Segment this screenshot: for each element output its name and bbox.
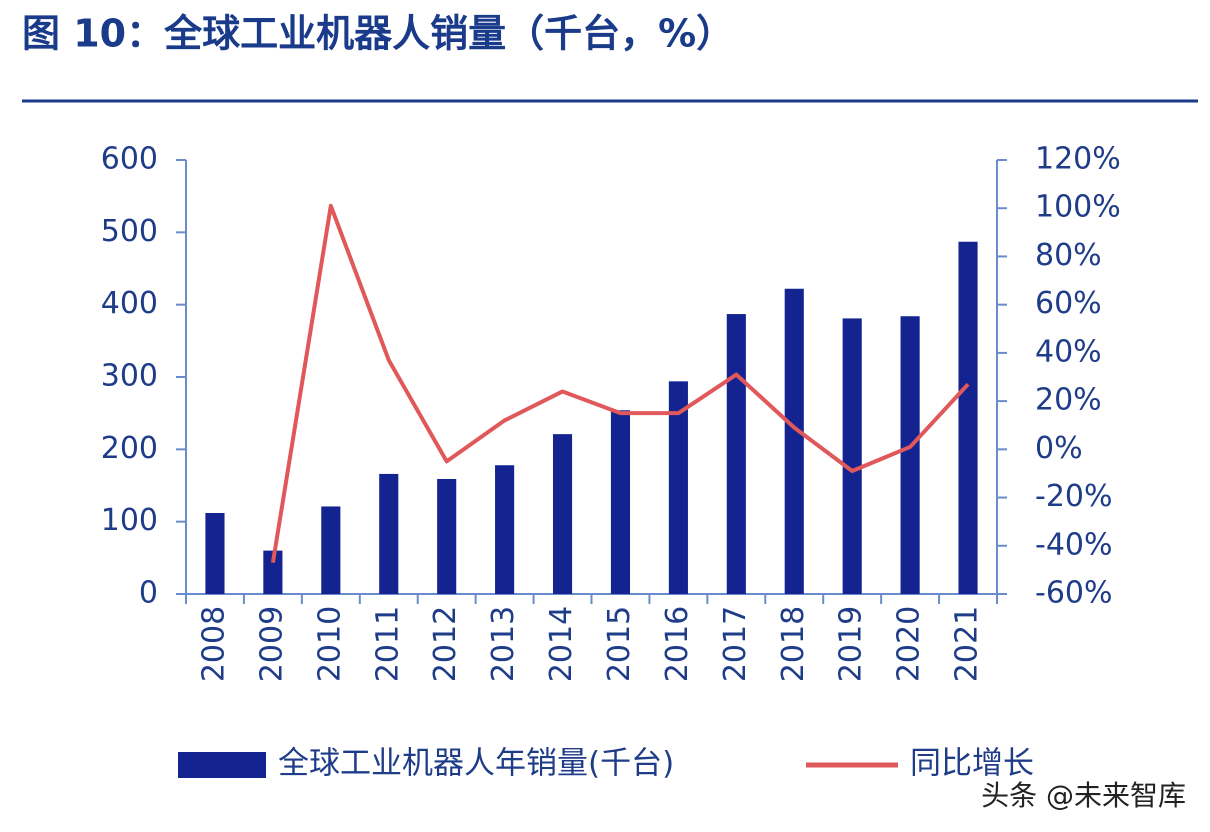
x-tick-label: 2011 bbox=[370, 606, 405, 682]
line bbox=[270, 203, 970, 563]
x-tick-label: 2016 bbox=[660, 606, 695, 682]
bar bbox=[668, 381, 688, 594]
bar bbox=[205, 512, 225, 594]
x-tick-label: 2018 bbox=[776, 606, 811, 682]
chart-title: 图 10：全球工业机器人销量（千台，%） bbox=[22, 12, 734, 56]
bar bbox=[495, 465, 515, 594]
x-tick-label: 2012 bbox=[428, 606, 463, 682]
x-tick-label: 2009 bbox=[254, 606, 289, 682]
y-tick-label: 0 bbox=[139, 576, 158, 611]
x-tick-label: 2017 bbox=[718, 606, 753, 682]
y-tick-label: 100 bbox=[101, 503, 158, 538]
bar bbox=[321, 506, 341, 594]
bar bbox=[958, 241, 978, 594]
bar bbox=[784, 288, 804, 594]
legend-label: 全球工业机器人年销量(千台) bbox=[278, 746, 674, 782]
y2-tick-label: 0% bbox=[1035, 431, 1083, 466]
y2-tick-label: 100% bbox=[1035, 190, 1121, 225]
bar bbox=[379, 473, 399, 594]
y-tick-label: 300 bbox=[101, 359, 158, 394]
x-tick-label: 2015 bbox=[602, 606, 637, 682]
y2-tick-label: 60% bbox=[1035, 286, 1102, 321]
y2-tick-label: -60% bbox=[1035, 576, 1113, 611]
x-tick-label: 2013 bbox=[486, 606, 521, 682]
bar bbox=[726, 314, 746, 594]
y2-tick-label: 20% bbox=[1035, 383, 1102, 418]
bar bbox=[610, 410, 631, 594]
y-tick-label: 500 bbox=[101, 214, 158, 249]
legend-swatch bbox=[178, 752, 266, 778]
watermark: 头条 @未来智库 bbox=[981, 779, 1186, 812]
y-tick-label: 400 bbox=[101, 286, 158, 321]
bar bbox=[900, 316, 920, 594]
bar bbox=[552, 434, 573, 594]
y2-tick-label: 80% bbox=[1035, 238, 1102, 273]
legend-label: 同比增长 bbox=[910, 746, 1034, 782]
y2-tick-label: -20% bbox=[1035, 479, 1113, 514]
y-tick-label: 600 bbox=[101, 142, 158, 177]
x-tick-label: 2019 bbox=[834, 606, 869, 682]
y2-tick-label: -40% bbox=[1035, 527, 1113, 562]
x-tick-label: 2010 bbox=[312, 606, 347, 682]
x-tick-label: 2014 bbox=[544, 606, 579, 682]
y2-tick-label: 40% bbox=[1035, 334, 1102, 369]
y2-tick-label: 120% bbox=[1035, 142, 1121, 177]
bar bbox=[842, 318, 862, 594]
x-tick-label: 2021 bbox=[950, 606, 985, 682]
x-tick-label: 2008 bbox=[196, 606, 231, 682]
x-tick-label: 2020 bbox=[892, 606, 927, 682]
bar bbox=[263, 550, 283, 594]
y-tick-label: 200 bbox=[101, 431, 158, 466]
bar bbox=[437, 478, 457, 594]
